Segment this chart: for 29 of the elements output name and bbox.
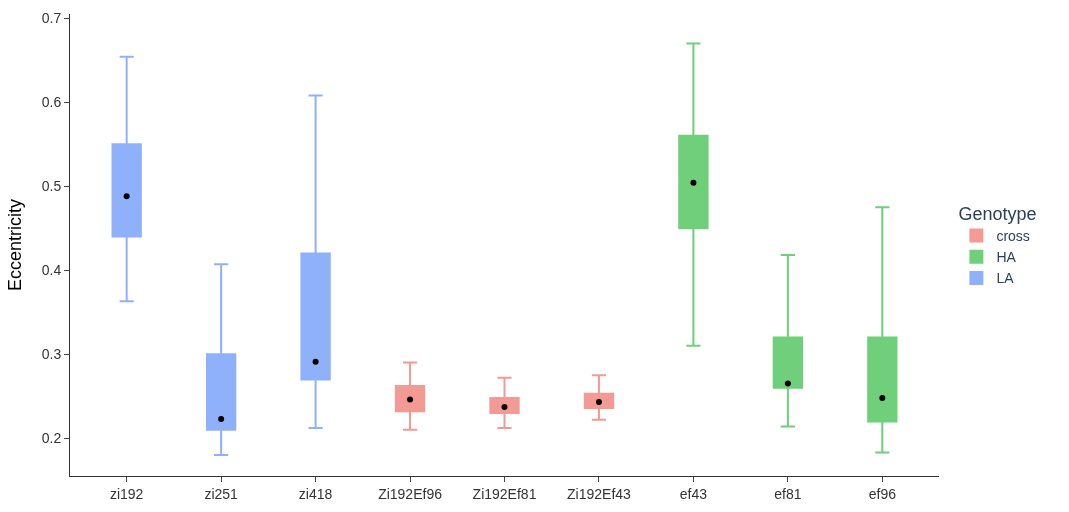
legend-label: LA: [996, 270, 1015, 287]
point: [312, 358, 319, 365]
y-tick-label: 0.4: [41, 262, 62, 279]
y-axis-title: Eccentricity: [4, 198, 25, 292]
x-tick-label: Zi192Ef43: [567, 485, 632, 502]
point: [784, 380, 791, 387]
point: [595, 399, 602, 406]
x-tick-label: ef96: [868, 485, 897, 502]
x-tick-label: Zi192Ef81: [472, 485, 537, 502]
legend-label: cross: [996, 227, 1030, 244]
x-tick-label: Zi192Ef96: [378, 485, 443, 502]
x-tick-label: ef81: [774, 485, 802, 502]
x-tick-label: zi251: [204, 485, 239, 502]
point: [501, 404, 508, 411]
point: [690, 179, 697, 186]
x-tick-label: zi192: [109, 485, 144, 502]
legend-title: Genotype: [958, 203, 1037, 224]
y-tick-label: 0.3: [41, 346, 62, 363]
x-tick-label: ef43: [679, 485, 708, 502]
y-tick-label: 0.2: [41, 430, 62, 447]
point: [123, 193, 130, 200]
x-tick-label: zi418: [298, 485, 333, 502]
legend-label: HA: [996, 249, 1017, 266]
point: [218, 415, 225, 422]
y-tick-label: 0.5: [41, 178, 62, 195]
point: [879, 394, 886, 401]
y-tick-label: 0.6: [41, 94, 62, 111]
y-tick-label: 0.7: [41, 10, 62, 27]
point: [407, 396, 414, 403]
